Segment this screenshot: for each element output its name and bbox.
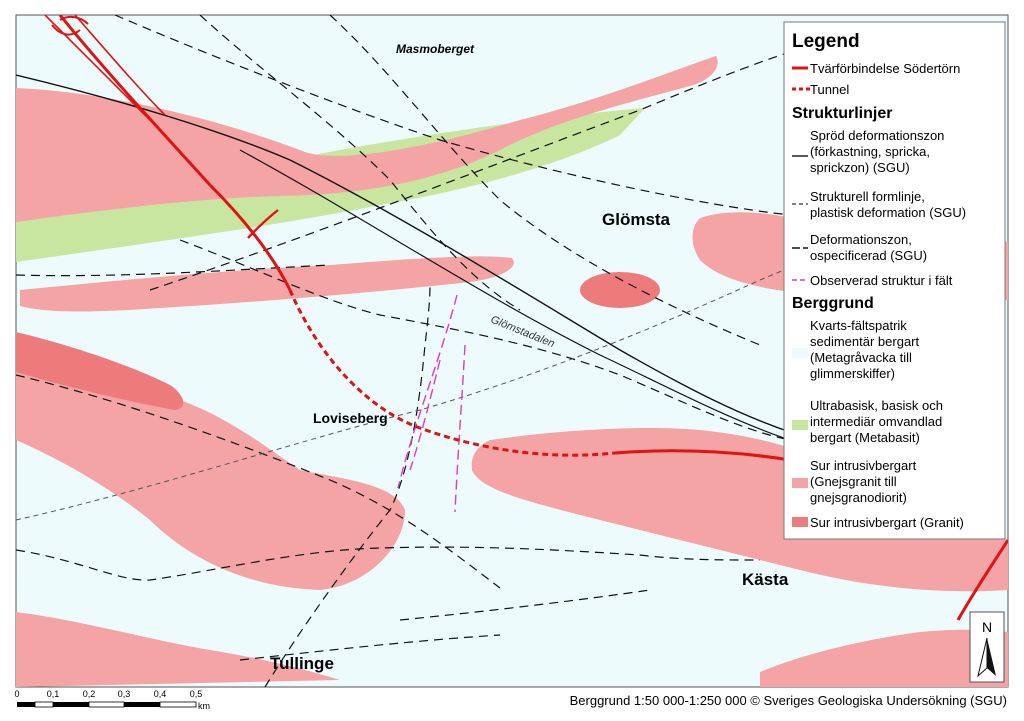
place-tullinge: Tullinge: [270, 654, 334, 673]
route-road: [44, 15, 1008, 621]
legend-panel: Legend Tvärförbindelse Södertörn Tunnel …: [783, 21, 1006, 540]
place-glomsta: Glömsta: [602, 210, 671, 229]
north-arrow-icon: [987, 638, 996, 676]
legend-sur-gnejs-swatch: [792, 478, 808, 488]
observed-structures: [397, 294, 466, 513]
legend-observerad-label: Observerad struktur i fält: [810, 273, 953, 288]
legend-kvarts-4: glimmerskiffer): [810, 366, 895, 381]
granite-dark-glomsta: [580, 272, 660, 308]
legend-kvarts-swatch: [792, 348, 808, 358]
legend-ultrabasisk-swatch: [792, 420, 808, 430]
north-arrow: N: [969, 611, 1005, 683]
granite-area-left: [16, 345, 405, 590]
place-loviseberg: Loviseberg: [313, 410, 388, 426]
place-masmoberget: Masmoberget: [396, 42, 475, 56]
scale-tick-0: 0: [14, 689, 19, 699]
place-kasta: Kästa: [742, 570, 789, 589]
legend-tunnel-label: Tunnel: [810, 82, 849, 97]
legend-formlinje-2: plastisk deformation (SGU): [810, 205, 966, 220]
scale-tick-1: 0,1: [47, 689, 60, 699]
scale-bar: 0 0,1 0,2 0,3 0,4 0,5 km: [14, 689, 210, 711]
legend-ultrabasisk-1: Ultrabasisk, basisk och: [810, 398, 943, 413]
legend-deformationszon-2: ospecificerad (SGU): [810, 248, 927, 263]
granite-dark-left: [16, 332, 184, 410]
map-content: Masmoberget Glömsta Glömstadalen Loviseb…: [16, 15, 1008, 687]
legend-sur-gnejs-2: (Gnejsgranit till: [810, 474, 897, 489]
legend-berggrund-heading: Berggrund: [792, 295, 874, 312]
scale-tick-4: 0,4: [154, 689, 167, 699]
legend-struktur-heading: Strukturlinjer: [792, 105, 892, 122]
legend-title: Legend: [792, 31, 860, 52]
route-tunnel: [288, 289, 616, 457]
scale-tick-2: 0,2: [83, 689, 96, 699]
legend-ultrabasisk-2: intermediär omvandlad: [810, 414, 942, 429]
scale-unit: km: [198, 701, 210, 711]
legend-box: [783, 21, 1006, 540]
legend-formlinje-1: Strukturell formlinje,: [810, 189, 925, 204]
legend-sprod-3: sprickzon) (SGU): [810, 160, 910, 175]
brittle-zone-line: [16, 74, 791, 433]
scale-tick-3: 0,3: [118, 689, 131, 699]
legend-deformationszon-1: Deformationszon,: [810, 232, 912, 247]
legend-kvarts-1: Kvarts-fältspatrik: [810, 318, 907, 333]
legend-sur-gnejs-3: gnejsgranodiorit): [810, 490, 907, 505]
legend-sur-granit-swatch: [792, 517, 808, 527]
legend-ultrabasisk-3: bergart (Metabasit): [810, 430, 920, 445]
legend-sur-granit-label: Sur intrusivbergart (Granit): [810, 515, 964, 530]
legend-sprod-2: (förkastning, spricka,: [810, 144, 930, 159]
legend-sur-gnejs-1: Sur intrusivbergart: [810, 458, 917, 473]
legend-kvarts-2: sedimentär bergart: [810, 334, 919, 349]
legend-route-label: Tvärförbindelse Södertörn: [810, 61, 960, 76]
legend-sprod-1: Spröd deformationszon: [810, 128, 944, 143]
granite-area-middle: [20, 256, 514, 312]
scale-tick-5: 0,5: [190, 689, 203, 699]
legend-kvarts-3: (Metagråvacka till: [810, 350, 912, 365]
granite-area-bottom-right: [760, 629, 1008, 687]
granite-area-bottom-left: [16, 612, 340, 687]
granite-area-top: [16, 56, 718, 222]
granite-area-center: [471, 428, 1008, 592]
north-arrow-label: N: [982, 619, 992, 635]
brittle-zone-line-2: [239, 149, 791, 441]
attribution: Berggrund 1:50 000-1:250 000 © Sveriges …: [570, 693, 1007, 708]
